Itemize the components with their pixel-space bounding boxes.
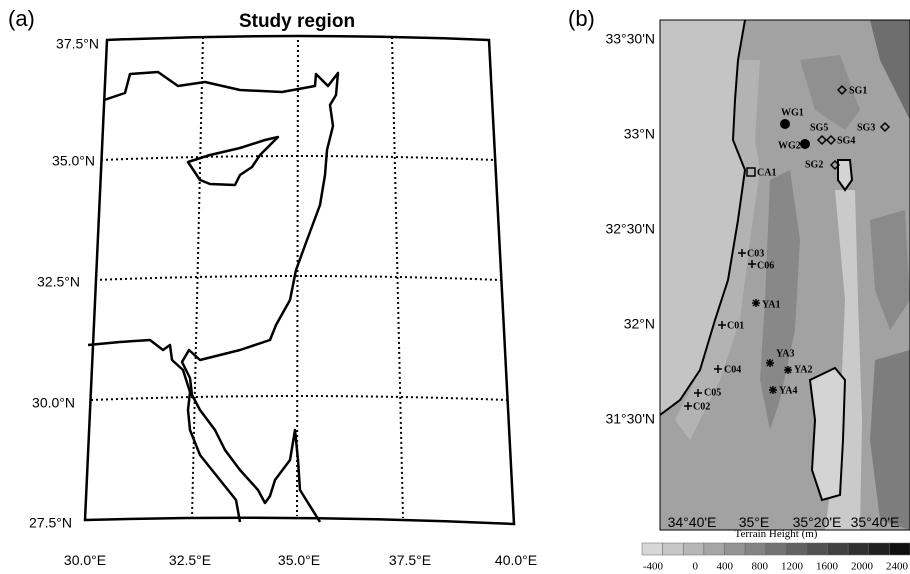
lon-label: 35°40'E — [851, 514, 900, 530]
station-label: WG1 — [781, 107, 804, 118]
station-label: YA3 — [776, 348, 795, 359]
station-marker — [784, 366, 792, 374]
colorbar-label: 0 — [693, 561, 699, 573]
colorbar-label: 1600 — [816, 561, 839, 573]
station-label: C03 — [747, 248, 764, 259]
station-label: CA1 — [757, 167, 776, 178]
station-marker — [800, 139, 810, 149]
colorbar-swatch — [703, 542, 725, 556]
map-frame — [83, 34, 516, 526]
station-label: YA1 — [762, 299, 781, 310]
colorbar-swatch — [847, 542, 870, 556]
station-marker — [836, 84, 848, 96]
colorbar-label: 800 — [752, 561, 769, 573]
colorbar-swatch — [806, 542, 828, 556]
lat-label: 31°30'N — [605, 411, 655, 427]
station-marker — [829, 159, 841, 171]
station-label: SG3 — [857, 122, 875, 133]
station-label: C05 — [704, 387, 721, 398]
lon-label: 34°40'E — [668, 514, 717, 530]
colorbar-label: -400 — [643, 561, 664, 573]
colorbar-swatch — [868, 542, 890, 556]
panel-label: (b) — [568, 6, 595, 31]
lat-label: 37.5°N — [56, 36, 99, 52]
station-marker — [816, 134, 828, 146]
map-title: Study region — [239, 11, 355, 32]
station-marker — [684, 402, 692, 410]
lat-label: 33°N — [624, 126, 655, 142]
map-frame — [659, 19, 910, 531]
panel-label: (a) — [8, 6, 35, 31]
station-marker — [746, 167, 756, 177]
lat-label: 33°30'N — [605, 31, 655, 47]
lat-label: 30.0°N — [32, 395, 75, 411]
lon-label: 30.0°E — [64, 552, 106, 568]
colorbar-label: 1200 — [781, 561, 804, 573]
station-marker — [752, 299, 760, 307]
colorbar-swatch — [641, 542, 663, 556]
terrain — [660, 20, 910, 530]
station-label: YA4 — [779, 385, 798, 396]
station-marker — [825, 134, 837, 146]
station-marker — [769, 386, 777, 394]
colorbar-swatch — [765, 542, 787, 556]
colorbar-swatch — [827, 542, 849, 556]
colorbar-swatch — [889, 542, 910, 556]
station-label: C06 — [757, 260, 774, 271]
station-label: C02 — [693, 401, 710, 412]
station-marker — [766, 359, 774, 367]
coastline — [87, 70, 340, 523]
lat-label: 32.5°N — [37, 274, 80, 290]
colorbar-swatch — [744, 542, 766, 556]
lon-label: 32.5°E — [169, 552, 211, 568]
station-marker — [714, 365, 722, 373]
station-marker — [738, 249, 746, 257]
station-label: SG2 — [805, 159, 823, 170]
lat-labels: 33°30'N 33°N 32°30'N 32°N 31°30'N — [605, 31, 655, 427]
graticule — [90, 34, 508, 519]
station-marker — [780, 119, 790, 129]
colorbar-swatch — [724, 542, 746, 556]
lon-label: 37.5°E — [389, 552, 431, 568]
lat-label: 32°30'N — [605, 221, 655, 237]
station-label: SG1 — [849, 85, 867, 96]
lat-labels: 37.5°N 35.0°N 32.5°N 30.0°N 27.5°N — [29, 36, 99, 531]
colorbar-swatch — [662, 542, 684, 556]
lat-label: 32°N — [624, 316, 655, 332]
stations: SG1 WG1 SG5 SG3 WG2 SG4 SG2 CA1 C03 C06 … — [684, 84, 891, 412]
station-label: C04 — [724, 364, 741, 375]
colorbar-label: 2000 — [851, 561, 874, 573]
colorbar-title: Terrain Height (m) — [735, 528, 818, 540]
station-label: YA2 — [794, 364, 813, 375]
lon-labels: 34°40'E 35°E 35°20'E 35°40'E — [668, 514, 900, 530]
lat-label: 27.5°N — [29, 515, 72, 531]
station-marker — [879, 121, 891, 133]
lon-label: 35°E — [739, 514, 770, 530]
station-marker — [748, 260, 756, 268]
lon-label: 35°20'E — [793, 514, 842, 530]
lat-label: 35.0°N — [52, 153, 95, 169]
colorbar-swatch — [682, 542, 705, 556]
colorbar: -400 0 400 800 1200 1600 2000 2400 — [641, 542, 910, 573]
station-label: WG2 — [778, 140, 801, 151]
station-marker — [694, 389, 702, 397]
colorbar-label: 400 — [717, 561, 734, 573]
station-marker — [718, 321, 726, 329]
station-label: SG5 — [810, 122, 828, 133]
lon-label: 35.0°E — [278, 552, 320, 568]
colorbar-label: 2400 — [886, 561, 909, 573]
station-label: C01 — [727, 320, 744, 331]
lon-label: 40.0°E — [495, 552, 537, 568]
lon-labels: 30.0°E 32.5°E 35.0°E 37.5°E 40.0°E — [64, 552, 537, 568]
station-label: SG4 — [837, 135, 855, 146]
colorbar-swatch — [786, 542, 808, 556]
